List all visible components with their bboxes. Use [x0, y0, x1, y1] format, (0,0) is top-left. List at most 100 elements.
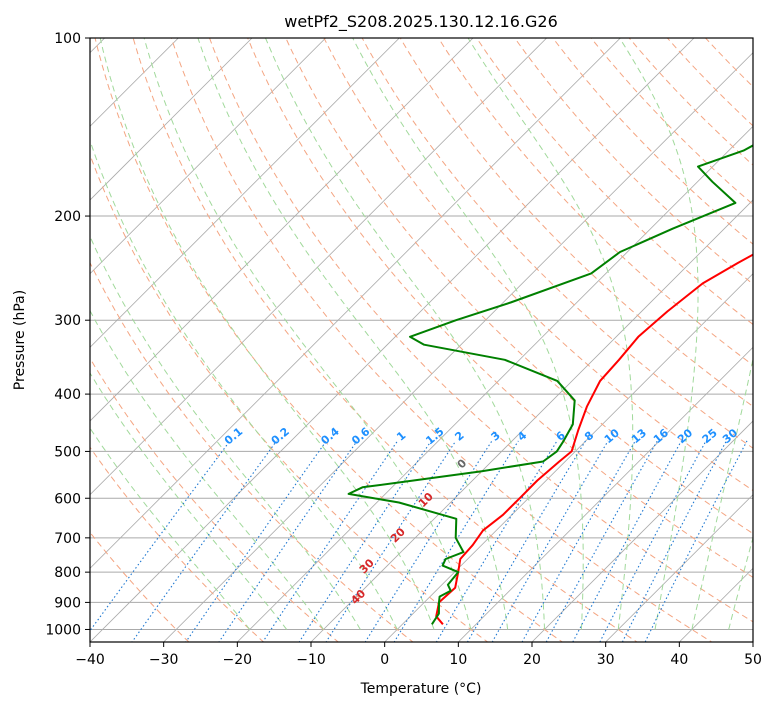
- mixing-ratio-line: [435, 440, 558, 642]
- y-axis-ticks: 100 200 300 400 500 600 700 800 900 1000: [45, 31, 90, 638]
- moist-adiabat-label: 20: [388, 525, 408, 545]
- isotherm-line: [457, 346, 753, 642]
- mixing-ratio-line: [572, 440, 682, 642]
- x-tick-label: −30: [149, 652, 179, 668]
- dry-adiabat-line: [209, 38, 753, 623]
- y-tick-label: 1000: [45, 622, 81, 638]
- x-axis-ticks: −40 −30 −20 −10 0 10 20 30 40 50: [75, 642, 762, 668]
- mixing-ratio-label: 20: [675, 426, 695, 446]
- mixing-ratio-label: 0.4: [319, 425, 343, 448]
- y-tick-label: 700: [54, 531, 81, 547]
- moist-adiabat-line: [99, 38, 435, 630]
- isotherm-line: [90, 38, 179, 127]
- dry-adiabat-line: [247, 38, 753, 578]
- mixing-ratio-line: [545, 440, 658, 642]
- mixing-ratio-line: [621, 440, 727, 642]
- dry-adiabat-line: [90, 531, 190, 642]
- mixing-ratio-label: 2: [452, 429, 466, 444]
- y-tick-label: 100: [54, 31, 81, 47]
- mixing-ratio-line: [364, 440, 493, 642]
- mixing-ratio-line: [218, 440, 358, 642]
- plot-frame: [89, 37, 754, 643]
- moist-adiabat-line: [691, 356, 753, 630]
- mixing-ratio-label: 1: [394, 429, 408, 444]
- isotherm-line: [678, 567, 753, 642]
- dry-adiabat-line: [552, 38, 753, 245]
- isotherm-line: [90, 38, 621, 569]
- x-tick-label: −40: [75, 652, 105, 668]
- y-tick-label: 400: [54, 387, 81, 403]
- mixing-ratio-label: 10: [602, 426, 622, 446]
- mixing-ratio-label: 13: [629, 426, 649, 446]
- mixing-ratio-label: 0.6: [349, 425, 373, 448]
- y-tick-label: 300: [54, 313, 81, 329]
- x-tick-label: −20: [223, 652, 253, 668]
- moist-adiabat-line: [143, 38, 472, 630]
- x-tick-label: 0: [380, 652, 389, 668]
- x-axis-title: Temperature (°C): [360, 681, 482, 697]
- y-tick-label: 900: [54, 595, 81, 611]
- moist-adiabat-label: 10: [416, 490, 436, 510]
- y-tick-label: 500: [54, 444, 81, 460]
- moist-adiabat-line: [352, 38, 584, 630]
- profile-lines: [347, 144, 753, 625]
- mixing-ratio-line: [521, 440, 636, 642]
- isotherm-line: [163, 52, 753, 642]
- mixing-ratio-label: 16: [651, 426, 671, 446]
- mixing-ratio-label: 0.2: [269, 425, 292, 447]
- x-tick-label: 10: [449, 652, 467, 668]
- moist-adiabat-label: 0: [455, 456, 470, 471]
- chart-title: wetPf2_S208.2025.130.12.16.G26: [284, 12, 558, 32]
- moist-adiabat-line: [90, 427, 251, 630]
- mixing-ratio-label: 25: [700, 426, 720, 446]
- moist-adiabat-line: [90, 235, 361, 630]
- x-tick-label: 50: [744, 652, 762, 668]
- moist-adiabat-line: [197, 38, 509, 630]
- moist-adiabat-line: [90, 372, 288, 630]
- dry-adiabat-line: [399, 38, 753, 408]
- isotherm-line: [90, 38, 695, 642]
- isotherm-line: [236, 125, 753, 642]
- dry-adiabat-line: [628, 38, 753, 166]
- isotherm-line: [90, 38, 548, 496]
- moist-adiabat-line: [90, 309, 324, 630]
- isotherm-line: [384, 273, 753, 642]
- y-tick-label: 200: [54, 209, 81, 225]
- mixing-ratio-line: [298, 440, 432, 642]
- isotherm-line: [0, 11, 58, 649]
- dry-adiabat-line: [132, 38, 638, 642]
- dry-adiabat-line: [90, 357, 339, 642]
- isotherm-line: [90, 38, 253, 201]
- mixing-ratio-line: [131, 440, 278, 642]
- dry-adiabat-line: [361, 38, 753, 449]
- mixing-ratio-line: [599, 440, 707, 642]
- y-tick-label: 600: [54, 491, 81, 507]
- isotherm-line: [310, 199, 753, 642]
- y-axis-title: Pressure (hPa): [12, 290, 28, 390]
- dry-adiabat-line: [285, 38, 753, 535]
- moist-adiabat-line: [467, 38, 634, 630]
- mixing-ratio-label: 8: [582, 429, 596, 444]
- dewpoint-profile-line: [347, 144, 753, 625]
- mixing-ratio-line: [491, 440, 609, 642]
- dry-adiabat-line: [437, 38, 753, 366]
- isotherm-line: [531, 420, 753, 642]
- dry-adiabat-line: [323, 38, 753, 492]
- dry-adiabat-line: [90, 261, 414, 642]
- mixing-ratio-label: 4: [515, 429, 529, 444]
- isotherm-line: [752, 641, 753, 642]
- x-tick-label: 20: [523, 652, 541, 668]
- y-tick-label: 800: [54, 565, 81, 581]
- moist-adiabat-label: 30: [357, 556, 377, 576]
- dry-adiabat-line: [590, 38, 753, 206]
- mixing-ratio-line: [262, 440, 399, 642]
- isotherm-line: [90, 38, 400, 348]
- mixing-ratio-line: [185, 440, 327, 642]
- mixing-ratio-line: [325, 440, 457, 642]
- dry-adiabat-line: [94, 38, 564, 642]
- moist-adiabat-line: [90, 139, 398, 630]
- temperature-profile-line: [435, 253, 753, 625]
- mixing-ratio-label: 3: [489, 429, 503, 444]
- isotherm-line: [90, 38, 474, 422]
